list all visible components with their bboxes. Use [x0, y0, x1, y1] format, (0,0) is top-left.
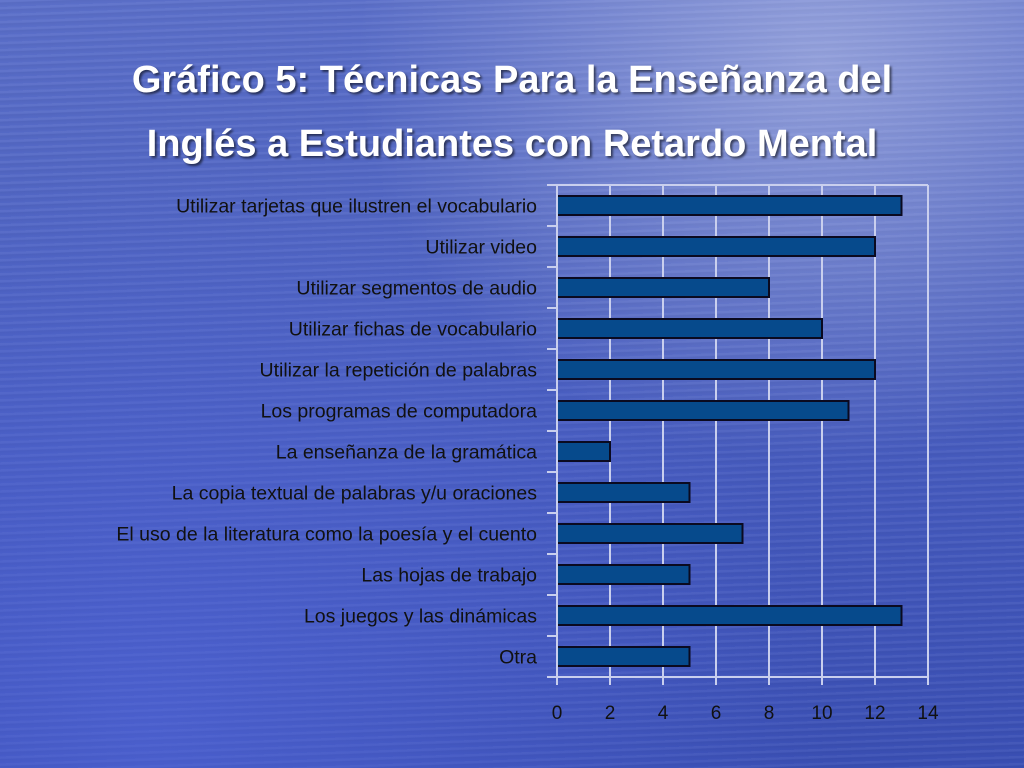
category-label: Utilizar video — [425, 237, 537, 259]
bar — [556, 646, 691, 667]
x-tick-label: 8 — [764, 703, 775, 724]
bar — [556, 359, 876, 380]
bar — [556, 195, 903, 216]
category-label: La copia textual de palabras y/u oracion… — [172, 483, 538, 505]
x-tick-label: 12 — [864, 703, 885, 724]
gridlines — [557, 184, 929, 677]
category-label: Los programas de computadora — [261, 401, 538, 423]
bar — [556, 318, 823, 339]
axes — [547, 184, 929, 685]
category-label: Utilizar segmentos de audio — [296, 278, 537, 300]
category-labels: Utilizar tarjetas que ilustren el vocabu… — [116, 196, 537, 669]
x-tick-label: 10 — [811, 703, 832, 724]
slide-title: Gráfico 5: Técnicas Para la Enseñanza de… — [0, 48, 1024, 176]
category-label: El uso de la literatura como la poesía y… — [116, 524, 537, 546]
bar — [556, 236, 876, 257]
category-label: Los juegos y las dinámicas — [304, 606, 537, 628]
category-label: Utilizar tarjetas que ilustren el vocabu… — [176, 196, 537, 218]
bars — [556, 195, 903, 667]
category-label: La enseñanza de la gramática — [276, 442, 537, 464]
category-label: Utilizar fichas de vocabulario — [289, 319, 537, 341]
x-tick-label: 14 — [917, 703, 939, 724]
bar — [556, 441, 611, 462]
title-line-1: Gráfico 5: Técnicas Para la Enseñanza de… — [131, 59, 893, 101]
x-tick-label: 6 — [711, 703, 722, 724]
category-label: Utilizar la repetición de palabras — [260, 360, 538, 382]
bar — [556, 564, 691, 585]
title-line-2: Inglés a Estudiantes con Retardo Mental — [146, 123, 878, 165]
x-tick-label: 4 — [658, 703, 669, 724]
x-tick-labels: 0 2 4 6 8 10 12 14 — [552, 703, 939, 724]
x-tick-label: 2 — [605, 703, 616, 724]
bar — [556, 605, 903, 626]
category-label: Las hojas de trabajo — [361, 565, 537, 587]
bar — [556, 400, 850, 421]
bar — [556, 482, 691, 503]
bar — [556, 277, 770, 298]
x-tick-label: 0 — [552, 703, 563, 724]
bar — [556, 523, 744, 544]
category-label: Otra — [499, 647, 537, 669]
